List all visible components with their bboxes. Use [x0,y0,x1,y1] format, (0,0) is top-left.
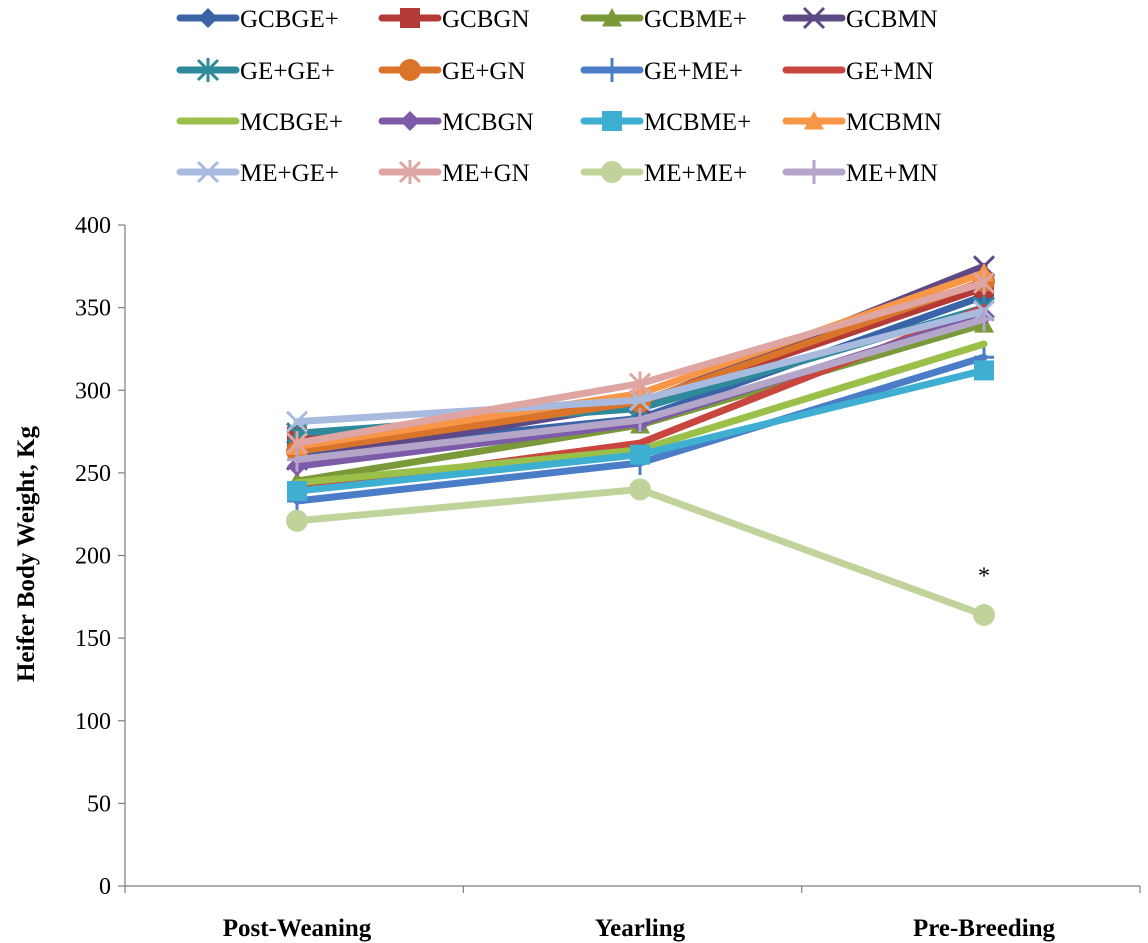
legend-item: ME+GE+ [176,160,339,187]
legend-swatch-marker [198,8,218,28]
legend-item: GE+GE+ [176,58,335,85]
legend-swatch-marker [601,161,623,183]
legend-swatch-marker [398,160,422,184]
data-point [287,447,307,472]
annotations: * [978,563,990,589]
legend-label: MCBMN [846,109,942,136]
data-point [285,410,309,433]
legend-label: GE+ME+ [644,58,743,85]
legend-label: GE+GN [442,58,526,85]
legend-swatch-marker [399,59,421,81]
legend-item: GE+GN [378,58,526,85]
legend-item: GCBMN [782,6,938,33]
plot-area [285,255,996,626]
y-tick-label: 350 [75,296,111,322]
data-point [974,360,994,381]
x-tick-label: Pre-Breeding [913,915,1056,942]
series-ME+ME+ [286,478,995,626]
data-point [628,371,652,396]
legend-label: GE+MN [846,58,934,85]
x-axis: Post-Weaning Yearling Pre-Breeding [124,885,1141,942]
legend-swatch-marker [196,160,220,184]
legend-swatch-marker [602,58,622,82]
series-line [293,485,988,619]
legend-label: ME+MN [846,160,938,187]
legend-swatch-marker [804,160,824,184]
y-tick-label: 0 [99,874,111,900]
legend-swatch-marker [602,8,622,27]
data-point [287,481,307,502]
data-point [628,389,652,412]
y-axis: 0 50 100 150 200 250 300 350 400 [75,213,126,900]
legend-label: MCBGN [442,109,534,136]
series-ME+MN [287,307,994,472]
legend-label: ME+ME+ [644,160,747,187]
series-ME+GN [285,270,996,456]
legend-swatch-marker [602,111,622,131]
legend-label: GE+GE+ [240,58,335,85]
legend-swatch-marker [804,111,824,130]
series-MCBME+ [287,360,994,502]
legend-label: ME+GE+ [240,160,339,187]
legend-swatch-marker [802,6,826,30]
y-tick-label: 100 [75,709,111,735]
legend-label: GCBGN [442,6,530,33]
legend-swatch-marker [196,58,220,82]
legend-item: MCBMN [782,109,942,136]
series-ME+GE+ [285,299,996,433]
annotation-asterisk: * [978,563,990,589]
y-tick-label: 250 [75,461,111,487]
legend-label: MCBME+ [644,109,751,136]
legend-label: MCBGE+ [240,109,343,136]
data-point [629,478,651,501]
y-tick-label: 150 [75,626,111,652]
legend-item: ME+GN [378,160,530,187]
legend-label: GCBME+ [644,6,747,33]
legend-item: GE+MN [782,58,934,85]
y-tick-label: 300 [75,378,111,404]
legend-item: GCBME+ [580,6,747,33]
data-point [972,270,996,295]
legend-item: MCBGE+ [176,109,343,136]
legend-swatch-marker [400,8,420,28]
x-tick-label: Yearling [595,915,686,942]
legend: GCBGE+ GCBGN GCBME+ GCBMN GE+GE+ GE+GN GE+ME+ G… [176,6,942,187]
data-point [974,307,994,332]
x-tick-label: Post-Weaning [223,915,372,942]
legend-item: MCBME+ [580,109,751,136]
data-point [286,509,308,532]
data-point [630,444,650,465]
legend-item: ME+MN [782,160,938,187]
legend-label: GCBMN [846,6,938,33]
legend-item: GCBGE+ [176,6,339,33]
y-tick-label: 50 [87,791,111,817]
legend-label: GCBGE+ [240,6,339,33]
y-tick-label: 400 [75,213,111,239]
legend-item: GCBGN [378,6,530,33]
legend-swatch-marker [400,111,420,131]
y-axis-title: Heifer Body Weight, Kg [13,425,40,682]
y-tick-label: 200 [75,544,111,570]
legend-item: ME+ME+ [580,160,747,187]
legend-label: ME+GN [442,160,530,187]
legend-item: MCBGN [378,109,534,136]
data-point [973,603,995,626]
data-point [630,407,650,432]
legend-item: GE+ME+ [580,58,743,85]
